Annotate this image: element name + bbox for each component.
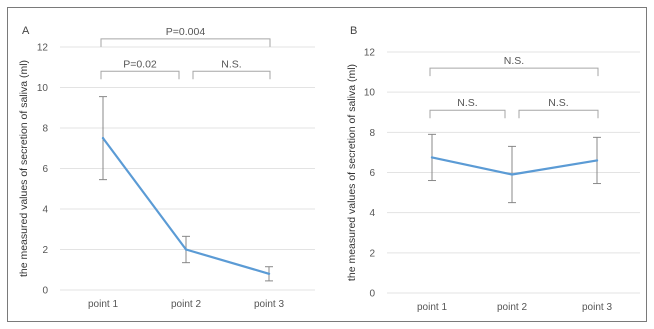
bracket-line	[518, 109, 599, 119]
data-point	[267, 272, 271, 275]
y-tick-label: 8	[369, 128, 375, 139]
y-axis-label: the measured values of secretion of sali…	[346, 64, 358, 281]
y-tick-label: 12	[37, 43, 49, 54]
y-tick-label: 4	[369, 208, 375, 219]
x-tick-label: point 2	[171, 299, 201, 310]
y-tick-label: 0	[42, 286, 48, 297]
x-tick-label: point 1	[417, 302, 447, 313]
chart-panel-a: A 0 2 4 6 8 10 12 the measured values of secreti…	[18, 25, 315, 310]
data-point	[430, 156, 434, 159]
significance-bracket: N.S.	[429, 55, 599, 77]
y-tick-label: 10	[364, 88, 376, 99]
bracket-line	[429, 109, 506, 119]
significance-bracket: N.S.	[429, 97, 506, 119]
y-tick-label: 2	[42, 245, 48, 256]
y-tick-label: 2	[369, 248, 375, 259]
significance-label: N.S.	[221, 58, 241, 70]
bracket-line	[192, 70, 271, 80]
bracket-line	[100, 38, 271, 47]
y-tick-label: 6	[42, 164, 48, 175]
data-point	[595, 159, 599, 162]
significance-label: P=0.004	[166, 26, 206, 38]
significance-label: N.S.	[504, 55, 524, 67]
x-tick-label: point 1	[88, 299, 118, 310]
data-point	[510, 173, 514, 176]
significance-label: N.S.	[548, 97, 568, 109]
x-tick-label: point 3	[254, 299, 284, 310]
bracket-line	[100, 70, 180, 80]
significance-label: P=0.02	[123, 58, 157, 70]
y-axis-label: the measured values of secretion of sali…	[18, 60, 30, 277]
y-tick-label: 4	[42, 205, 48, 216]
significance-bracket: P=0.004	[100, 26, 271, 47]
y-tick-label: 0	[369, 289, 375, 300]
significance-bracket: N.S.	[192, 58, 271, 80]
data-point	[184, 248, 188, 251]
panel-label: B	[350, 25, 357, 37]
y-tick-label: 6	[369, 168, 375, 179]
chart-panel-b: B 0 2 4 6 8 10 12 the measured values of secreti…	[346, 25, 640, 313]
y-tick-label: 12	[364, 48, 376, 59]
bracket-line	[429, 67, 599, 77]
y-tick-label: 8	[42, 124, 48, 135]
significance-bracket: P=0.02	[100, 58, 180, 80]
x-tick-label: point 2	[497, 302, 527, 313]
panel-label: A	[22, 25, 30, 37]
data-point	[101, 136, 105, 140]
significance-bracket: N.S.	[518, 97, 599, 119]
y-tick-label: 10	[37, 83, 49, 94]
figure-frame	[7, 7, 647, 322]
series-line	[431, 156, 598, 176]
x-tick-label: point 3	[582, 302, 612, 313]
significance-label: N.S.	[457, 97, 477, 109]
